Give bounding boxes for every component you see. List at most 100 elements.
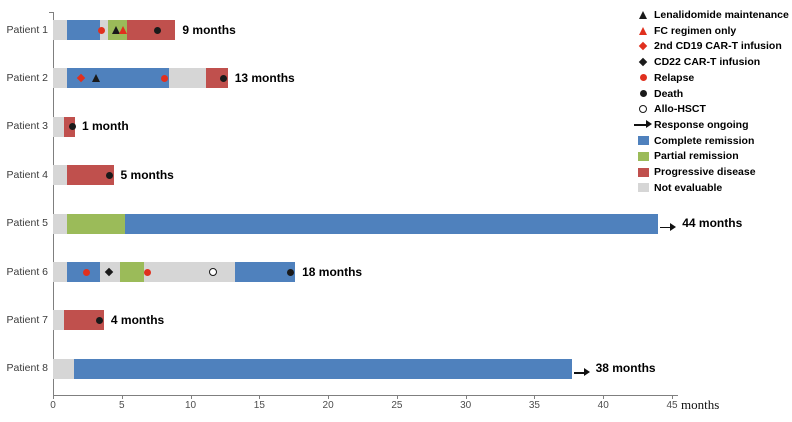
bar-complete_remission-icon (637, 136, 649, 146)
patient-label: Patient 2 (6, 71, 48, 84)
circle-red-icon (82, 268, 90, 276)
duration-annotation: 5 months (120, 167, 174, 182)
x-axis-unit-label: months (681, 397, 720, 412)
triangle-black-icon (112, 26, 121, 34)
segment-progressive_disease (127, 20, 176, 40)
x-axis-tick (534, 395, 536, 399)
legend-symbol-cell (634, 26, 652, 35)
legend-item-label: Death (654, 87, 684, 100)
x-tick-label: 10 (184, 400, 197, 411)
circle-open-icon (639, 105, 647, 114)
x-axis-tick (603, 395, 605, 399)
segment-not_evaluable (53, 116, 64, 137)
legend-item: Complete remission (634, 134, 754, 148)
segment-progressive_disease (205, 68, 228, 89)
x-axis-tick (465, 395, 467, 399)
segment-progressive_disease (66, 165, 114, 186)
circle-red-icon (160, 74, 168, 82)
legend-item-label: Allo-HSCT (654, 103, 706, 116)
segment-progressive_disease (64, 310, 104, 331)
x-axis-tick (396, 395, 398, 399)
ongoing-arrow-wrap (660, 219, 677, 237)
x-tick-label: 35 (528, 400, 540, 411)
duration-annotation: 38 months (595, 361, 656, 376)
segment-not_evaluable (143, 262, 235, 282)
x-tick-label: 0 (50, 400, 56, 411)
x-axis-tick (672, 395, 673, 399)
circle-black-icon (68, 123, 76, 131)
circle-red-icon (97, 26, 105, 34)
segment-not_evaluable (53, 358, 74, 379)
bar-not_evaluable-icon (637, 183, 649, 193)
legend-item-label: Lenalidomide maintenance (654, 9, 789, 21)
response-ongoing-arrow (573, 368, 590, 377)
legend-item: Death (634, 87, 683, 101)
segment-not_evaluable (53, 68, 67, 89)
legend-symbol-cell (634, 57, 652, 67)
legend-symbol-cell (634, 167, 652, 177)
relapse-marker (141, 265, 155, 279)
x-tick-label: 25 (391, 400, 403, 411)
circle-black-icon (639, 90, 647, 97)
legend-item-label: Progressive disease (654, 166, 756, 178)
circle-black-icon (96, 316, 104, 324)
x-tick-label: 5 (118, 400, 125, 411)
patient-label: Patient 8 (6, 362, 48, 375)
x-axis-tick (328, 395, 330, 399)
legend-item: Not evaluable (634, 181, 722, 195)
x-axis-tick (53, 395, 54, 399)
circle-red-icon (144, 268, 152, 276)
legend-symbol-cell (634, 183, 652, 193)
diamond-black-icon (105, 267, 114, 277)
legend-item: Response ongoing (634, 118, 749, 132)
segment-complete_remission (73, 358, 572, 379)
cd22-cart-infusion-marker (102, 265, 116, 279)
patient-label: Patient 6 (6, 265, 48, 278)
segment-not_evaluable (53, 213, 67, 234)
legend-item: Lenalidomide maintenance (634, 8, 789, 22)
legend-item: Relapse (634, 71, 694, 85)
legend-symbol-cell (634, 90, 652, 97)
x-axis-line (53, 395, 678, 396)
circle-open-icon (208, 268, 217, 276)
segment-not_evaluable (53, 20, 67, 40)
circle-black-icon (154, 26, 162, 34)
death-marker (102, 168, 116, 182)
triangle-black-icon (91, 74, 100, 83)
legend-item-label: Partial remission (654, 150, 739, 163)
patient-label: Patient 4 (6, 168, 48, 181)
legend-item: 2nd CD19 CAR-T infusion (634, 39, 782, 53)
segment-not_evaluable (53, 165, 67, 186)
x-tick-label: 15 (253, 400, 265, 411)
legend-symbol-cell (634, 136, 652, 146)
relapse-marker (157, 71, 171, 85)
triangle-red-icon (639, 26, 647, 35)
legend-item-label: FC regimen only (654, 24, 737, 37)
allo-hsct-marker (206, 265, 220, 279)
legend-item-label: Not evaluable (654, 181, 723, 194)
response-ongoing-arrow (634, 120, 652, 129)
triangle-red-icon (119, 26, 128, 34)
ongoing-arrow-wrap (573, 364, 590, 382)
circle-red-icon (639, 74, 647, 82)
legend-symbol-cell (634, 11, 652, 19)
death-marker (217, 71, 231, 85)
x-axis-tick (121, 395, 123, 399)
diamond-red-icon (76, 74, 85, 83)
legend-item: Progressive disease (634, 165, 756, 179)
legend-item-label: Relapse (654, 71, 695, 84)
duration-annotation: 9 months (182, 22, 236, 37)
legend-item: FC regimen only (634, 24, 736, 38)
circle-black-icon (105, 171, 113, 179)
circle-black-icon (220, 74, 228, 82)
segment-not_evaluable (53, 262, 67, 282)
duration-annotation: 13 months (234, 70, 295, 85)
diamond-black-icon (638, 57, 648, 67)
segment-partial_remission (120, 262, 144, 282)
relapse-marker (94, 23, 108, 37)
duration-annotation: 18 months (302, 264, 363, 279)
legend-symbol-cell (634, 120, 652, 129)
lenalidomide-maintenance-marker (89, 71, 103, 85)
patient-label: Patient 7 (6, 313, 48, 326)
